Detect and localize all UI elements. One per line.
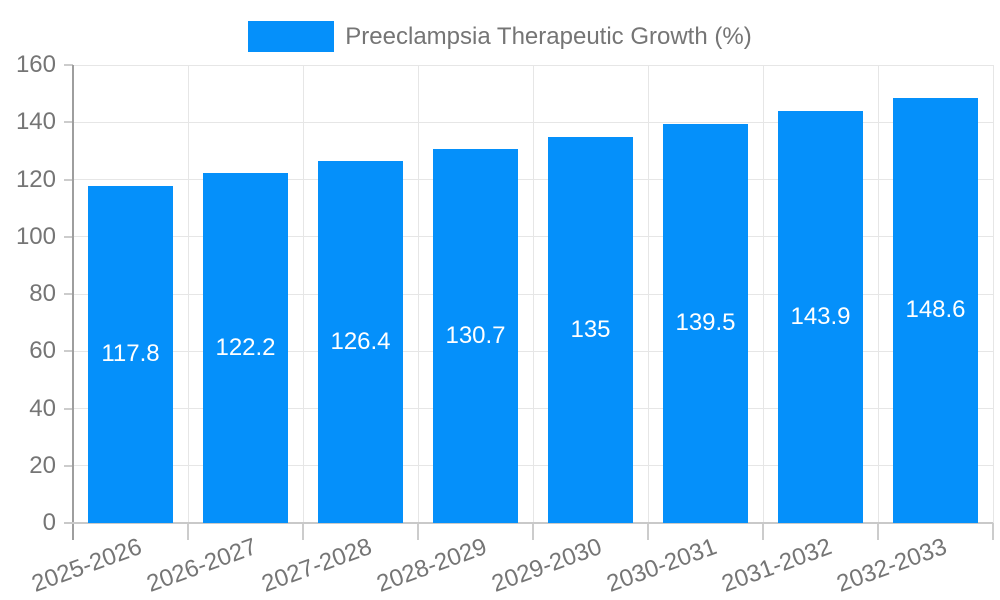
bar-value-label: 148.6	[905, 296, 966, 324]
bar-2032-2033[interactable]	[893, 97, 978, 523]
y-tick	[64, 178, 73, 181]
x-tick	[302, 523, 304, 540]
x-category-label: 2031-2032	[717, 533, 836, 598]
x-gridline	[302, 65, 304, 523]
x-gridline	[417, 65, 419, 523]
bar-2029-2030[interactable]	[548, 136, 633, 523]
y-tick-label: 100	[15, 222, 56, 250]
y-tick	[64, 464, 73, 467]
x-axis-line	[64, 522, 993, 524]
x-tick	[187, 523, 189, 540]
y-tick-label: 60	[29, 337, 56, 365]
x-category-label: 2029-2030	[487, 533, 606, 598]
bar-2025-2026[interactable]	[88, 185, 173, 523]
x-gridline	[992, 65, 994, 523]
x-gridline	[187, 65, 189, 523]
x-gridline	[762, 65, 764, 523]
y-tick-label: 120	[15, 165, 56, 193]
bar-value-label: 117.8	[101, 340, 160, 368]
legend-swatch	[248, 21, 335, 52]
bar-2031-2032[interactable]	[778, 111, 863, 523]
y-tick	[64, 407, 73, 410]
x-tick	[992, 523, 994, 540]
y-tick-label: 20	[29, 451, 56, 479]
y-axis-line	[72, 65, 74, 540]
bar-2027-2028[interactable]	[318, 161, 403, 523]
y-tick-label: 0	[42, 509, 56, 536]
y-tick-label: 160	[15, 51, 56, 78]
x-category-label: 2026-2027	[142, 533, 261, 598]
x-tick	[877, 523, 879, 540]
x-category-label: 2025-2026	[27, 533, 146, 598]
bar-value-label: 122.2	[215, 334, 276, 362]
x-tick	[647, 523, 649, 540]
x-category-label: 2030-2031	[602, 533, 721, 598]
legend-label: Preeclampsia Therapeutic Growth (%)	[345, 23, 752, 50]
x-category-label: 2028-2029	[372, 533, 491, 598]
y-tick	[64, 235, 73, 238]
bar-value-label: 126.4	[330, 328, 391, 356]
x-category-label: 2032-2033	[832, 533, 951, 598]
x-gridline	[877, 65, 879, 523]
y-tick-label: 140	[15, 108, 56, 136]
bar-2026-2027[interactable]	[203, 173, 288, 523]
x-tick	[417, 523, 419, 540]
x-category-label: 2027-2028	[257, 533, 376, 598]
bar-2030-2031[interactable]	[663, 123, 748, 523]
y-tick-label: 40	[29, 394, 56, 422]
y-tick	[64, 350, 73, 353]
y-tick	[64, 64, 73, 66]
bar-value-label: 135	[570, 315, 611, 343]
x-gridline	[532, 65, 534, 523]
bar-value-label: 143.9	[790, 303, 851, 331]
y-tick-label: 80	[29, 280, 56, 307]
legend: Preeclampsia Therapeutic Growth (%)	[0, 21, 1000, 52]
y-tick	[64, 293, 73, 295]
x-tick	[762, 523, 764, 540]
x-tick	[532, 523, 534, 540]
bar-value-label: 139.5	[675, 309, 736, 337]
y-tick	[64, 121, 73, 124]
bar-2028-2029[interactable]	[433, 148, 518, 523]
bar-value-label: 130.7	[445, 321, 506, 349]
x-gridline	[647, 65, 649, 523]
